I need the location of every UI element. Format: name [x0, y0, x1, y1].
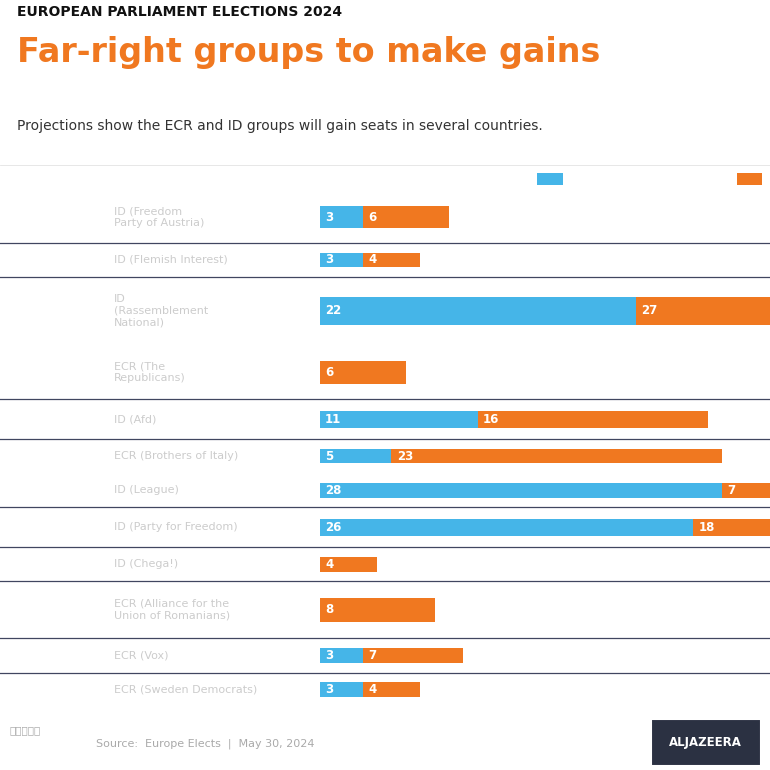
Text: 4: 4 [368, 683, 377, 696]
Text: ID (Party for Freedom): ID (Party for Freedom) [114, 522, 238, 532]
Text: ⒸⒼⓃⓈⒶ: ⒸⒼⓃⓈⒶ [9, 725, 41, 735]
Text: EUROPEAN PARLIAMENT ELECTIONS 2024: EUROPEAN PARLIAMENT ELECTIONS 2024 [17, 5, 342, 19]
Text: 26: 26 [325, 521, 341, 534]
Bar [320, 557, 377, 571]
Text: Poland: Poland [9, 520, 68, 535]
Text: 28: 28 [325, 484, 341, 497]
Text: ECR (Vox): ECR (Vox) [114, 651, 169, 661]
Text: ECR (Alliance for the
Union of Romanians): ECR (Alliance for the Union of Romanians… [114, 599, 230, 621]
Text: 2024 Projection: 2024 Projection [568, 172, 660, 186]
Bar [320, 411, 477, 427]
Text: 8: 8 [325, 604, 333, 617]
Bar [363, 682, 420, 697]
Text: Spain: Spain [9, 648, 58, 663]
Text: ECR (The
Republicans): ECR (The Republicans) [114, 361, 186, 383]
Bar [320, 253, 363, 267]
Text: 18: 18 [698, 521, 715, 534]
Text: Source:  Europe Elects  |  May 30, 2024: Source: Europe Elects | May 30, 2024 [96, 738, 315, 749]
Text: 7: 7 [368, 649, 377, 662]
Text: ID
(Rassemblement
National): ID (Rassemblement National) [114, 294, 208, 328]
Text: Projections show the ECR and ID groups will gain seats in several countries.: Projections show the ECR and ID groups w… [17, 119, 543, 132]
Bar [320, 519, 693, 536]
Bar [537, 173, 563, 186]
Text: ID (Chega!): ID (Chega!) [114, 559, 178, 569]
Text: France: France [9, 330, 67, 346]
Bar [363, 648, 464, 663]
Bar [363, 253, 420, 267]
Text: 4: 4 [325, 558, 333, 571]
Text: 3: 3 [325, 649, 333, 662]
Text: ECR (Brothers of Italy): ECR (Brothers of Italy) [114, 451, 238, 461]
Text: 6: 6 [325, 366, 333, 379]
Text: ECR (Sweden Democrats): ECR (Sweden Democrats) [114, 685, 257, 695]
Bar [320, 682, 363, 697]
Bar [320, 206, 363, 228]
Text: 27: 27 [641, 304, 658, 317]
Text: 6: 6 [368, 210, 377, 223]
Text: 3: 3 [325, 253, 333, 266]
Bar [737, 173, 762, 186]
Text: Portugal: Portugal [9, 557, 82, 572]
Text: ID (League): ID (League) [114, 485, 179, 495]
Text: Austria: Austria [9, 209, 72, 225]
Text: Romania: Romania [9, 602, 84, 618]
Text: 22: 22 [325, 304, 341, 317]
Text: Sweden: Sweden [9, 682, 77, 697]
Text: 3: 3 [325, 210, 333, 223]
Bar [320, 598, 434, 622]
Text: 2019: 2019 [504, 172, 534, 186]
Text: ALJAZEERA: ALJAZEERA [669, 736, 742, 749]
Bar [693, 519, 770, 536]
Bar [320, 296, 636, 326]
Text: 3: 3 [325, 683, 333, 696]
Text: 11: 11 [325, 413, 341, 426]
Text: Germany: Germany [9, 412, 87, 427]
Text: Italy: Italy [9, 466, 48, 480]
Bar [363, 206, 449, 228]
Text: @AJLabs: @AJLabs [585, 737, 636, 750]
Text: ID (Flemish Interest): ID (Flemish Interest) [114, 255, 228, 265]
Bar [320, 449, 391, 464]
Text: ID (Afd): ID (Afd) [114, 414, 156, 424]
Bar [320, 361, 406, 383]
Text: ID (Freedom
Party of Austria): ID (Freedom Party of Austria) [114, 206, 204, 228]
Bar [391, 449, 722, 464]
Bar [636, 296, 770, 326]
Text: 23: 23 [397, 450, 413, 463]
Text: ⫟: ⫟ [618, 731, 633, 755]
Bar [477, 411, 708, 427]
Text: 5: 5 [325, 450, 333, 463]
Bar [722, 484, 770, 497]
Text: 7: 7 [728, 484, 735, 497]
Text: 4: 4 [368, 253, 377, 266]
Text: Far-right groups to make gains: Far-right groups to make gains [17, 36, 601, 69]
Bar [651, 719, 761, 765]
Bar [320, 484, 722, 497]
Bar [320, 648, 363, 663]
Text: Belgium: Belgium [9, 253, 79, 267]
Text: 16: 16 [483, 413, 500, 426]
